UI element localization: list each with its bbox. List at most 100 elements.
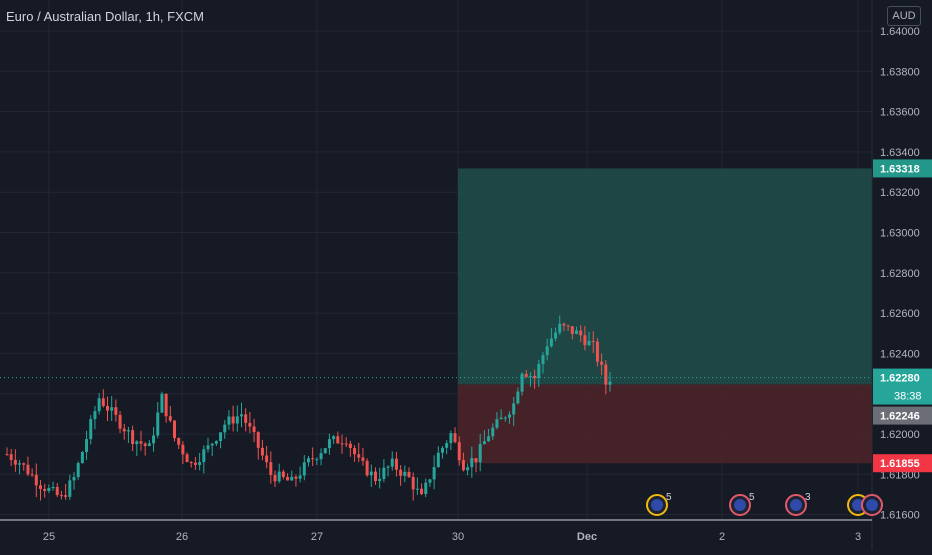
candle-body [549, 338, 553, 347]
candle-body [114, 407, 118, 415]
current-price-tag [873, 368, 932, 405]
candle-body [411, 476, 415, 490]
candle-body [453, 433, 457, 443]
candle-body [537, 364, 541, 379]
flag-au-icon [790, 499, 802, 511]
candle-body [181, 444, 185, 455]
flag-eu-icon [852, 499, 864, 511]
x-tick-label: 27 [311, 531, 323, 543]
candle-body [516, 391, 520, 404]
candle-body [441, 447, 444, 453]
candle-body [470, 458, 474, 468]
y-tick-label: 1.63600 [880, 107, 920, 119]
candle-body [286, 476, 290, 481]
candle-body [340, 443, 344, 445]
event-count: 3 [805, 492, 811, 503]
candle-body [5, 454, 9, 456]
candle-body [461, 460, 465, 471]
candle-body [323, 448, 327, 454]
candle-body [482, 441, 486, 445]
candle-body [378, 478, 382, 482]
candle-body [68, 480, 72, 497]
candle-body [93, 411, 97, 420]
candle-body [382, 467, 386, 479]
candle-body [185, 454, 189, 463]
candle-body [252, 426, 256, 433]
candle-body [89, 419, 93, 440]
candle-body [160, 393, 164, 413]
candle-body [311, 458, 315, 460]
candle-body [47, 487, 51, 491]
candle-body [106, 405, 109, 411]
currency-button[interactable]: AUD [887, 6, 921, 26]
stop-price-label: 1.61855 [880, 458, 920, 470]
candle-body [290, 476, 294, 481]
candle-body [147, 443, 151, 446]
y-tick-label: 1.63800 [880, 66, 920, 78]
candle-body [64, 495, 68, 497]
stop-zone[interactable] [458, 384, 872, 464]
candle-body [118, 414, 122, 429]
flag-au-icon [866, 499, 878, 511]
candle-body [307, 458, 310, 463]
candle-body [202, 449, 206, 463]
stop-price-tag [873, 454, 932, 473]
candle-body [369, 471, 373, 476]
candle-body [30, 474, 34, 476]
candle-body [235, 416, 239, 424]
candle-body [478, 444, 482, 463]
candle-body [277, 471, 281, 482]
candle-body [432, 467, 436, 480]
candle-body [562, 323, 566, 326]
candle-body [520, 373, 524, 392]
candle-body [361, 457, 365, 461]
candle-body [210, 443, 214, 446]
candle-body [59, 495, 63, 497]
candle-body [302, 462, 306, 476]
candle-body [198, 462, 202, 465]
x-tick-label: 2 [719, 531, 725, 543]
target-zone[interactable] [458, 168, 872, 385]
candle-body [390, 458, 394, 467]
candle-body [344, 443, 348, 445]
candle-body [566, 325, 570, 327]
candle-body [604, 364, 608, 385]
candle-body [260, 447, 264, 456]
candle-body [152, 435, 156, 444]
candle-body [110, 407, 114, 411]
candle-body [348, 443, 352, 448]
flag-au-icon [734, 499, 746, 511]
candle-body [219, 432, 223, 442]
candle-body [135, 441, 139, 444]
candle-body [139, 441, 143, 444]
candle-body [43, 488, 47, 491]
candle-body [503, 417, 507, 419]
chart-title: Euro / Australian Dollar, 1h, FXCM [6, 9, 204, 24]
candle-body [491, 427, 495, 437]
candle-body [508, 414, 511, 418]
candle-body [394, 458, 398, 470]
y-tick-label: 1.63200 [880, 187, 920, 199]
candle-body [206, 445, 210, 450]
candle-body [13, 459, 17, 465]
candle-body [76, 463, 80, 478]
candle-body [533, 375, 537, 379]
candle-body [298, 475, 302, 479]
candle-body [85, 439, 89, 453]
candle-body [248, 422, 252, 427]
event-count: 5 [749, 492, 755, 503]
candle-body [101, 398, 105, 406]
candle-body [474, 458, 478, 463]
candle-body [528, 375, 532, 377]
candle-body [294, 476, 298, 479]
candle-body [332, 436, 336, 440]
candle-body [541, 355, 545, 365]
candle-body [357, 454, 361, 458]
candle-body [173, 420, 176, 439]
candle-body [193, 462, 197, 465]
candle-body [80, 452, 84, 464]
candle-body [315, 459, 319, 461]
y-tick-label: 1.61600 [880, 510, 920, 522]
